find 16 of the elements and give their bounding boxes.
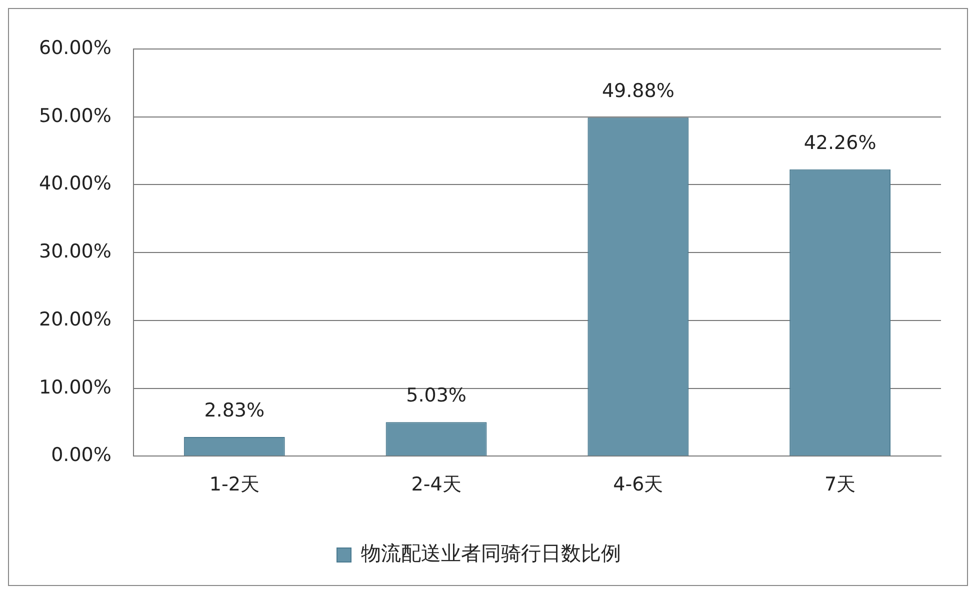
data-label: 49.88%	[602, 80, 674, 102]
y-tick-label: 50.00%	[38, 104, 112, 127]
y-tick-label: 40.00%	[38, 172, 112, 195]
legend-label: 物流配送业者同骑行日数比例	[361, 541, 621, 566]
data-label: 2.83%	[204, 399, 265, 422]
data-label: 5.03%	[406, 384, 466, 406]
y-tick-label: 60.00%	[38, 36, 112, 59]
x-tick-label: 7天	[824, 474, 856, 496]
data-label: 42.26%	[804, 132, 876, 154]
x-tick-label: 2-4天	[411, 474, 462, 496]
y-tick-label: 0.00%	[51, 444, 112, 466]
y-tick-label: 30.00%	[38, 240, 112, 263]
y-tick-label: 20.00%	[38, 308, 112, 330]
x-tick-label: 1-2天	[209, 474, 260, 496]
x-tick-label: 4-6天	[613, 474, 664, 496]
y-tick-label: 10.00%	[38, 376, 112, 398]
